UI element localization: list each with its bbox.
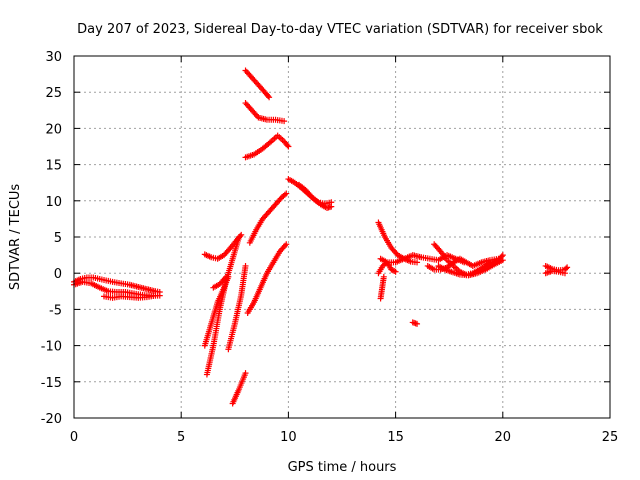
data-point [284,142,291,149]
series-arc-20 [377,273,387,302]
data-point [380,273,387,280]
data-point [236,234,243,240]
y-tick-label: -20 [41,412,62,427]
data-point [281,118,288,125]
series-arc-10 [244,241,290,317]
series-arc-26 [542,268,568,277]
x-tick-label: 5 [177,430,185,445]
series-arc-12 [242,132,292,161]
y-tick-label: 10 [45,195,62,210]
grid [74,56,610,418]
chart-title: Day 207 of 2023, Sidereal Day-to-day VTE… [77,22,603,37]
data-point [328,199,335,206]
y-tick-label: -5 [49,303,62,318]
series-arc-24 [435,257,506,279]
series-arc-21 [409,319,421,327]
x-tick-label: 25 [602,430,619,445]
y-tick-label: 15 [45,159,62,174]
y-tick-label: 5 [54,231,62,246]
data-point [414,259,421,266]
y-tick-label: 0 [54,267,62,282]
series-arc-9 [229,370,249,407]
data-point [283,241,290,248]
y-tick-label: 20 [45,122,62,137]
data-point [499,257,506,264]
data-point [391,268,398,275]
series-arc-13 [242,100,288,125]
series-arc-14 [242,67,273,101]
y-tick-label: -15 [41,376,62,391]
y-tick-label: 30 [45,50,62,65]
data-point [242,370,249,377]
series-arc-8 [225,262,249,353]
data-point [561,270,568,277]
y-axis-label: SDTVAR / TECUs [8,184,23,291]
data-point [392,268,399,275]
y-tick-label: -10 [41,340,62,355]
axis-ticks: 0 5 10 15 20 25 -20 -15 -10 -5 0 5 10 15 20 25 30 [41,50,619,445]
series-arc-7 [210,273,230,291]
data-point [266,94,273,101]
data-point [152,292,159,299]
x-tick-label: 15 [387,430,404,445]
data-point [242,262,249,269]
plot-frame [73,55,611,419]
data-point [414,320,421,327]
series-arc-3 [101,292,159,301]
data-point [285,143,292,150]
series-arc-6 [201,273,232,349]
series-arc-11 [246,190,290,246]
data-point [223,273,230,280]
x-tick-label: 0 [70,430,78,445]
data-point [498,253,505,260]
series-arc-16 [296,181,335,207]
y-tick-label: 25 [45,86,62,101]
data-point [265,93,272,100]
x-tick-label: 10 [280,430,297,445]
x-axis-label: GPS time / hours [288,460,397,475]
data-point [283,190,290,197]
data-marks [71,67,571,407]
data-point [564,264,571,271]
x-tick-label: 20 [495,430,512,445]
data-point [499,252,506,259]
series-arc-19 [375,259,399,277]
data-point [563,265,570,272]
